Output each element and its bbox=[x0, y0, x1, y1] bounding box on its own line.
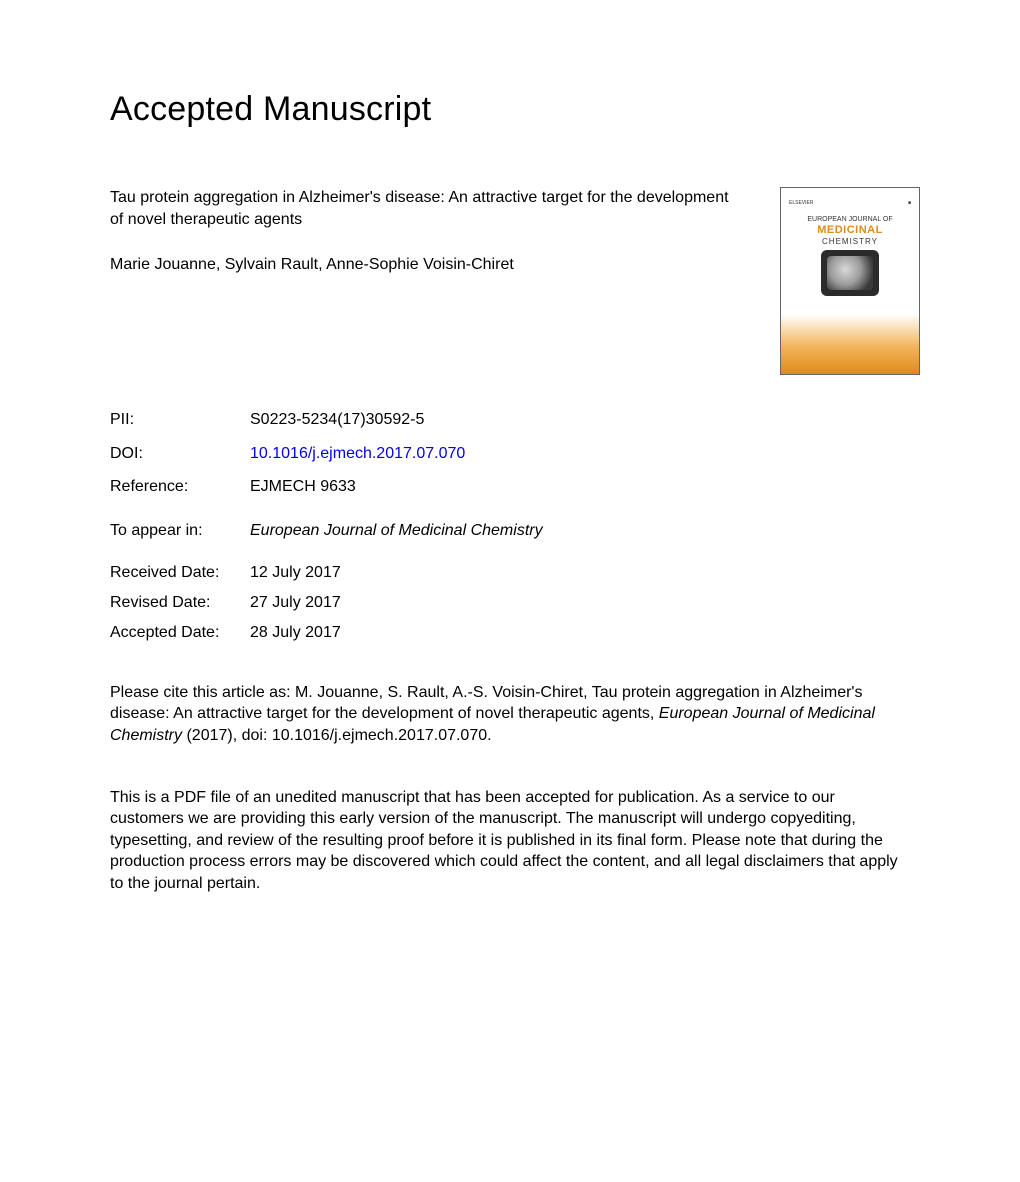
appear-label: To appear in: bbox=[110, 522, 250, 540]
title-authors-block: Tau protein aggregation in Alzheimer's d… bbox=[110, 187, 730, 276]
revised-label: Revised Date: bbox=[110, 594, 250, 612]
doi-label: DOI: bbox=[110, 443, 250, 465]
thumb-line3: CHEMISTRY bbox=[789, 237, 911, 246]
page-heading: Accepted Manuscript bbox=[110, 90, 920, 129]
meta-row-doi: DOI: 10.1016/j.ejmech.2017.07.070 bbox=[110, 443, 920, 465]
thumb-line1: EUROPEAN JOURNAL OF bbox=[807, 216, 892, 223]
disclaimer-paragraph: This is a PDF file of an unedited manusc… bbox=[110, 787, 910, 895]
meta-row-accepted: Accepted Date: 28 July 2017 bbox=[110, 624, 920, 642]
article-title: Tau protein aggregation in Alzheimer's d… bbox=[110, 187, 730, 230]
accepted-label: Accepted Date: bbox=[110, 624, 250, 642]
pii-label: PII: bbox=[110, 409, 250, 431]
dates-block: Received Date: 12 July 2017 Revised Date… bbox=[110, 564, 920, 642]
citation-suffix: (2017), doi: 10.1016/j.ejmech.2017.07.07… bbox=[182, 727, 492, 744]
appear-journal: European Journal of Medicinal Chemistry bbox=[250, 522, 543, 540]
thumb-publisher-row: ELSEVIER ■ bbox=[789, 200, 911, 206]
meta-row-received: Received Date: 12 July 2017 bbox=[110, 564, 920, 582]
received-label: Received Date: bbox=[110, 564, 250, 582]
thumb-journal-title: EUROPEAN JOURNAL OF MEDICINAL CHEMISTRY bbox=[789, 216, 911, 246]
reference-label: Reference: bbox=[110, 476, 250, 498]
meta-row-pii: PII: S0223-5234(17)30592-5 bbox=[110, 409, 920, 431]
meta-row-reference: Reference: EJMECH 9633 bbox=[110, 476, 920, 498]
doi-link[interactable]: 10.1016/j.ejmech.2017.07.070 bbox=[250, 443, 465, 465]
thumb-publisher: ELSEVIER bbox=[789, 200, 813, 206]
manuscript-cover-page: Accepted Manuscript Tau protein aggregat… bbox=[0, 0, 1020, 955]
pii-value: S0223-5234(17)30592-5 bbox=[250, 409, 424, 431]
revised-value: 27 July 2017 bbox=[250, 594, 341, 612]
header-row: Tau protein aggregation in Alzheimer's d… bbox=[110, 187, 920, 375]
metadata-block: PII: S0223-5234(17)30592-5 DOI: 10.1016/… bbox=[110, 409, 920, 498]
citation-paragraph: Please cite this article as: M. Jouanne,… bbox=[110, 682, 900, 747]
meta-row-revised: Revised Date: 27 July 2017 bbox=[110, 594, 920, 612]
appear-row: To appear in: European Journal of Medici… bbox=[110, 522, 920, 540]
article-authors: Marie Jouanne, Sylvain Rault, Anne-Sophi… bbox=[110, 254, 730, 276]
thumb-molecule-graphic bbox=[821, 250, 879, 296]
received-value: 12 July 2017 bbox=[250, 564, 341, 582]
thumb-issn-icon: ■ bbox=[908, 200, 911, 206]
reference-value: EJMECH 9633 bbox=[250, 476, 356, 498]
journal-cover-thumbnail: ELSEVIER ■ EUROPEAN JOURNAL OF MEDICINAL… bbox=[780, 187, 920, 375]
accepted-value: 28 July 2017 bbox=[250, 624, 341, 642]
thumb-corner-mark bbox=[889, 344, 917, 372]
thumb-line2: MEDICINAL bbox=[789, 224, 911, 237]
